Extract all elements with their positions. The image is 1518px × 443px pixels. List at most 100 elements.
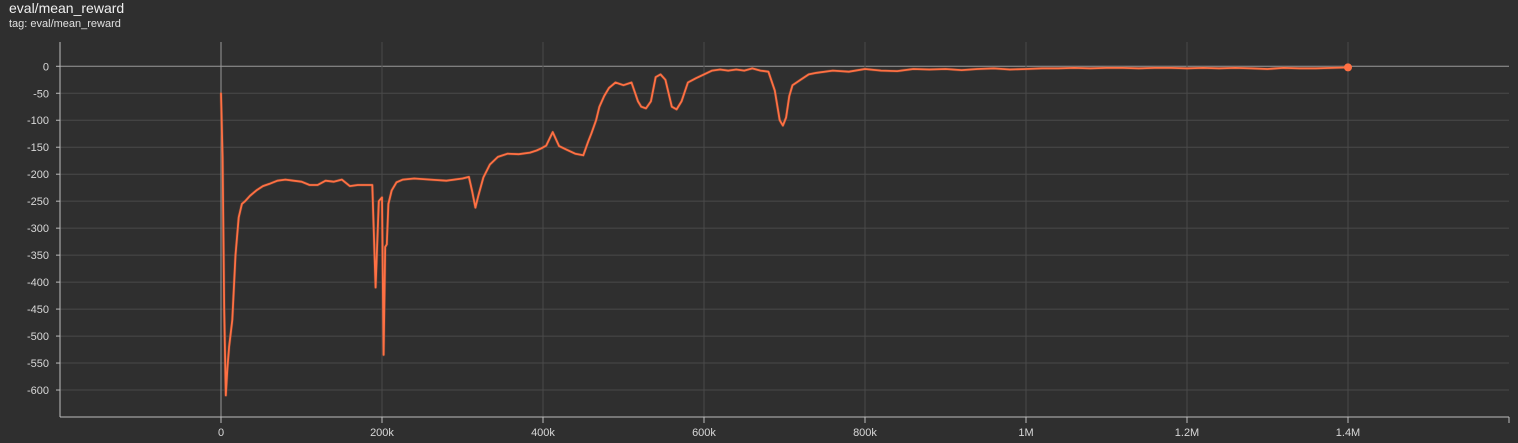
data-point	[660, 74, 662, 76]
data-point	[378, 200, 380, 202]
data-point	[792, 84, 794, 86]
data-point	[309, 184, 311, 186]
data-point	[241, 203, 243, 205]
data-point	[645, 108, 647, 110]
y-tick-label: -50	[33, 88, 49, 100]
data-point	[277, 180, 279, 182]
y-tick-label: -400	[27, 277, 49, 289]
data-point	[848, 71, 850, 73]
data-point	[262, 185, 264, 187]
data-point	[489, 164, 491, 166]
data-point	[541, 147, 543, 149]
data-point	[381, 197, 383, 199]
data-point	[285, 179, 287, 181]
axes	[56, 42, 1510, 423]
chart-tag: tag: eval/mean_reward	[9, 18, 121, 30]
data-point	[235, 254, 237, 256]
data-point	[468, 176, 470, 178]
data-point	[349, 185, 351, 187]
series-line	[220, 66, 1349, 397]
data-point	[552, 131, 554, 133]
x-tick-label: 600k	[692, 427, 716, 439]
data-point	[785, 117, 787, 119]
data-point	[751, 68, 753, 70]
y-tick-label: -250	[27, 196, 49, 208]
data-point	[993, 68, 995, 70]
data-point	[929, 69, 931, 71]
data-point	[961, 69, 963, 71]
data-point	[695, 77, 697, 79]
data-point	[1122, 67, 1124, 69]
data-point	[1251, 68, 1253, 70]
data-point	[603, 95, 605, 97]
data-point	[650, 101, 652, 103]
data-point	[386, 243, 388, 245]
data-point	[429, 179, 431, 181]
data-point	[599, 106, 601, 108]
data-point	[735, 69, 737, 71]
data-point	[317, 184, 319, 186]
chart-title: eval/mean_reward	[9, 0, 125, 16]
x-tick-label: 1M	[1018, 427, 1033, 439]
data-point	[518, 153, 520, 155]
data-point	[1073, 67, 1075, 69]
data-point	[1041, 68, 1043, 70]
data-point	[1267, 68, 1269, 70]
data-point	[912, 68, 914, 70]
data-point	[333, 181, 335, 183]
data-point	[1025, 68, 1027, 70]
data-point	[529, 152, 531, 154]
data-point	[471, 191, 473, 193]
data-point	[341, 179, 343, 181]
y-tick-label: 0	[43, 61, 49, 73]
data-point	[1138, 68, 1140, 70]
data-point	[566, 149, 568, 151]
data-point	[357, 184, 359, 186]
data-point	[623, 84, 625, 86]
data-point	[1106, 67, 1108, 69]
series-group	[219, 63, 1352, 397]
x-tick-label: 1.4M	[1336, 427, 1360, 439]
data-point	[1057, 68, 1059, 70]
data-point	[779, 119, 781, 121]
x-tick-label: 400k	[531, 427, 555, 439]
data-point	[1090, 68, 1092, 70]
data-point	[1154, 67, 1156, 69]
data-point	[384, 246, 386, 248]
y-tick-label: -600	[27, 385, 49, 397]
data-point	[244, 200, 246, 202]
data-point	[582, 154, 584, 156]
data-point	[808, 74, 810, 76]
data-point	[665, 79, 667, 81]
data-point	[227, 368, 229, 370]
data-point	[238, 217, 240, 219]
data-point	[719, 69, 721, 71]
data-point	[760, 70, 762, 72]
x-tick-label: 0	[218, 427, 224, 439]
data-point	[558, 145, 560, 147]
data-point	[631, 82, 633, 84]
data-point	[774, 90, 776, 92]
data-point	[945, 68, 947, 70]
data-point	[676, 109, 678, 111]
data-point	[325, 180, 327, 182]
data-point	[880, 70, 882, 72]
data-point	[977, 68, 979, 70]
data-point	[371, 184, 373, 186]
y-tick-label: -100	[27, 115, 49, 127]
data-point	[788, 95, 790, 97]
data-point	[1331, 67, 1333, 69]
data-point	[640, 106, 642, 108]
data-point	[256, 190, 258, 192]
series-raw-line	[219, 65, 1349, 397]
data-point	[1009, 69, 1011, 71]
y-tick-label: -550	[27, 358, 49, 370]
data-point	[896, 70, 898, 72]
data-point	[545, 145, 547, 147]
data-point	[375, 287, 377, 289]
grid-lines	[60, 42, 1509, 417]
data-point	[231, 319, 233, 321]
data-point	[301, 181, 303, 183]
y-tick-label: -450	[27, 304, 49, 316]
